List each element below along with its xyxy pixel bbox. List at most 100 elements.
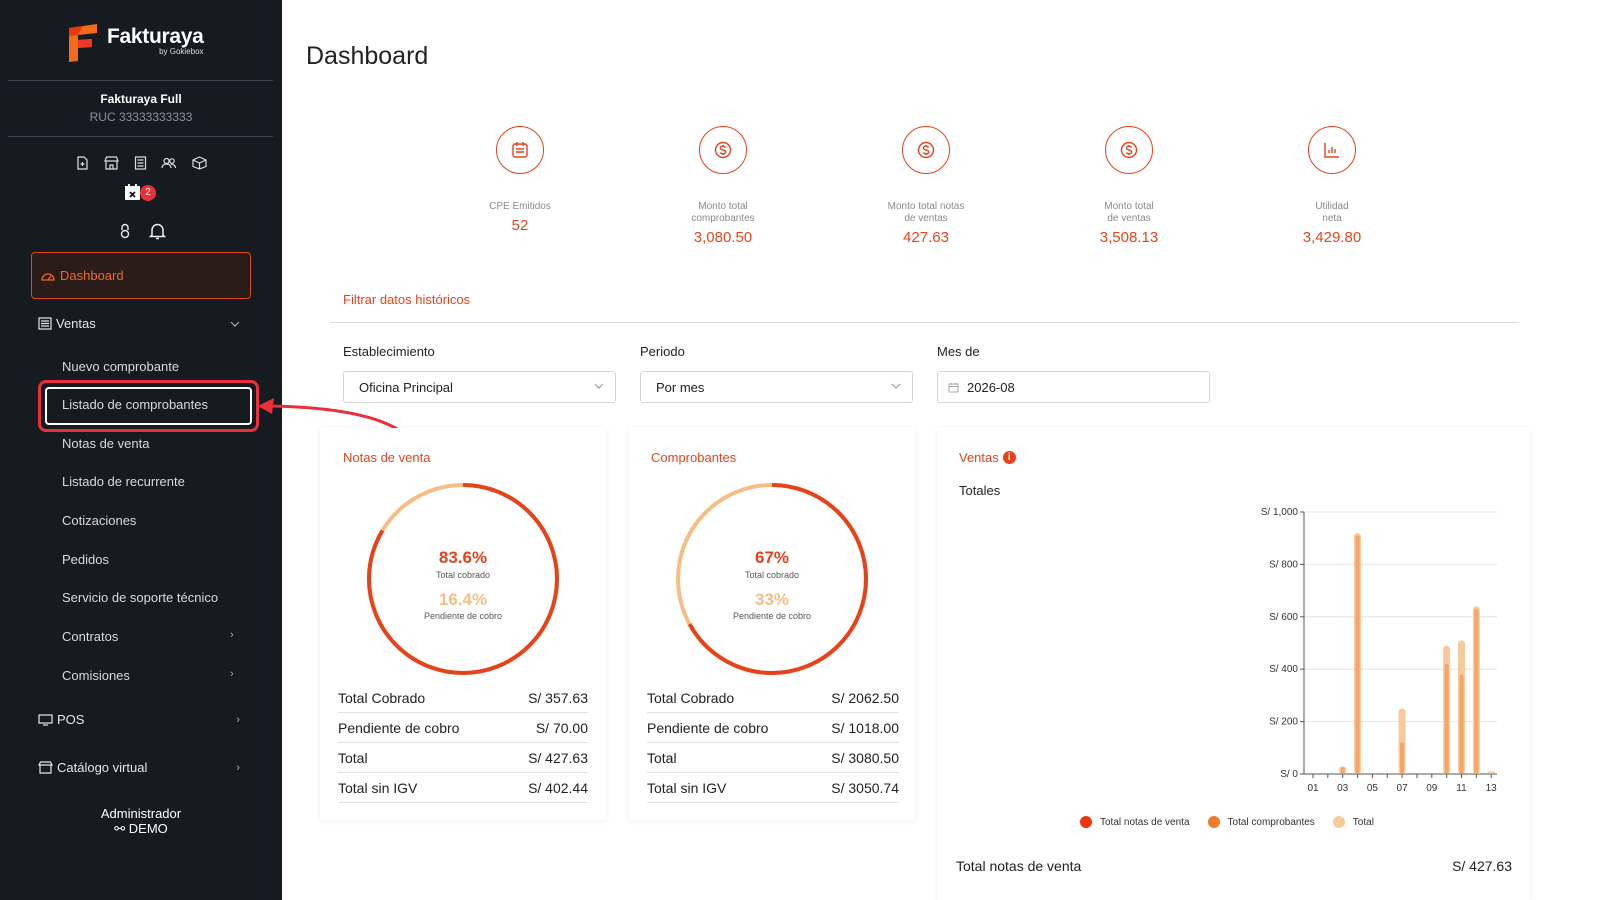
sidebar-item-label: POS <box>57 712 85 727</box>
kpi-value: 427.63 <box>903 229 949 246</box>
sidebar-item-pos[interactable]: POS › <box>38 712 240 727</box>
stat-value: S/ 3050.74 <box>831 779 899 796</box>
establecimiento-value: Oficina Principal <box>359 379 453 395</box>
sidebar-item-dashboard[interactable]: Dashboard <box>31 252 251 299</box>
cobrado-label: Total cobrado <box>435 570 491 580</box>
periodo-select[interactable]: Por mes <box>640 371 913 403</box>
store-icon[interactable] <box>103 155 119 171</box>
y-tick-label: S/ 1,000 <box>1261 507 1299 518</box>
divider <box>330 322 1519 323</box>
monitor-icon <box>38 713 53 726</box>
notas-donut: 83.6% Total cobrado 16.4% Pendiente de c… <box>365 481 561 677</box>
sidebar-item-ventas[interactable]: Ventas <box>38 316 240 331</box>
sidebar-subitem-nuevo-comprobante[interactable]: Nuevo comprobante <box>62 359 180 374</box>
card-title: Notas de venta <box>343 450 431 465</box>
kpi-label: Monto total de ventas <box>1104 201 1154 224</box>
highlight-box <box>38 380 259 432</box>
sidebar-item-label: Catálogo virtual <box>57 760 148 775</box>
ventas-chart: S/ 0 S/ 200 S/ 400 S/ 600 S/ 800 S/ 1,000 01 03… <box>1261 507 1497 794</box>
footer-label: Total notas de venta <box>956 858 1082 874</box>
periodo-label: Periodo <box>640 344 685 359</box>
bar-total-comprobantes[interactable] <box>1355 535 1360 774</box>
y-tick-label: S/ 0 <box>1280 769 1298 780</box>
bar-total[interactable] <box>1339 766 1347 774</box>
kpi-label: Utilidad neta <box>1315 201 1349 224</box>
brand-logo[interactable]: Fakturaya by Gokiebox <box>67 24 204 62</box>
bar-total-comprobantes[interactable] <box>1444 663 1449 774</box>
bar-total-comprobantes[interactable] <box>1400 742 1405 774</box>
establecimiento-select[interactable]: Oficina Principal <box>343 371 616 403</box>
kpi-value: 52 <box>511 217 529 234</box>
sidebar-subitem-listado-comprobantes[interactable]: Listado de comprobantes <box>62 397 208 412</box>
mes-value: 2026-08 <box>967 379 1015 395</box>
bar-total[interactable] <box>1443 645 1451 774</box>
stat-label: Pendiente de cobro <box>647 719 769 736</box>
sidebar-item-catalogo[interactable]: Catálogo virtual › <box>38 760 240 775</box>
receipt-icon[interactable] <box>132 155 148 171</box>
user-info[interactable]: Administrador ⚯ DEMO <box>0 806 282 836</box>
divider <box>8 80 273 81</box>
calendar-icon[interactable] <box>123 183 141 201</box>
sidebar-subitem-cotizaciones[interactable]: Cotizaciones <box>62 513 137 528</box>
ventas-icon <box>38 317 52 330</box>
new-document-icon[interactable] <box>74 155 90 171</box>
sidebar-subitem-pedidos[interactable]: Pedidos <box>62 552 109 567</box>
users-icon[interactable] <box>161 155 177 171</box>
kpi-label: CPE Emitidos <box>489 201 551 212</box>
stat-label: Total <box>338 749 368 766</box>
stat-label: Total Cobrado <box>338 689 426 706</box>
calendar-icon <box>948 382 959 392</box>
sidebar-subitem-listado-recurrente[interactable]: Listado de recurrente <box>62 474 185 489</box>
sidebar-subitem-comisiones[interactable]: Comisiones <box>62 668 130 683</box>
x-tick-label: 09 <box>1426 783 1438 794</box>
info-icon[interactable]: i <box>1002 451 1016 464</box>
cobrado-arc <box>367 483 559 675</box>
stat-row: Total S/ 427.63 <box>338 743 588 773</box>
bell-icon[interactable] <box>148 222 166 240</box>
pendiente-pct: 33% <box>754 590 790 609</box>
chevron-down-icon <box>594 383 604 389</box>
notas-venta-card: Notas de venta 83.6% Total cobrado 16.4%… <box>320 428 606 820</box>
mes-date-input[interactable]: 2026-08 <box>937 371 1210 403</box>
bar-total[interactable] <box>1472 606 1480 774</box>
sidebar-item-label: Ventas <box>56 316 96 331</box>
ventas-footer-row: Total notas de venta S/ 427.63 <box>956 858 1512 874</box>
cobrado-arc <box>676 483 868 675</box>
shop-icon <box>38 761 53 774</box>
stat-row: Pendiente de cobro S/ 70.00 <box>338 713 588 743</box>
logo-subtitle: by Gokiebox <box>159 47 204 56</box>
lock-icon[interactable] <box>117 223 133 239</box>
company-name: Fakturaya Full <box>100 92 182 106</box>
stat-row: Total S/ 3080.50 <box>647 743 899 773</box>
bar-total[interactable] <box>1458 640 1465 774</box>
bar-total[interactable] <box>1354 532 1362 774</box>
link-icon: ⚯ <box>114 821 126 836</box>
bar-total-comprobantes[interactable] <box>1459 674 1464 774</box>
stat-label: Total Cobrado <box>647 689 735 706</box>
chevron-down-icon <box>230 321 240 327</box>
card-title: Comprobantes <box>651 450 737 465</box>
x-tick-label: 05 <box>1367 783 1379 794</box>
card-title: Ventas i <box>959 450 1016 465</box>
bar-total[interactable] <box>1487 771 1495 774</box>
kpi-monto-ventas: Monto total de ventas 3,508.13 <box>1031 110 1227 268</box>
ventas-card: Ventas i Totales <box>937 428 1530 900</box>
logo-name: Fakturaya <box>107 25 204 48</box>
sidebar: Fakturaya by Gokiebox Fakturaya Full RUC… <box>0 0 282 900</box>
y-tick-label: S/ 800 <box>1269 559 1298 570</box>
chevron-down-icon <box>891 383 901 389</box>
sidebar-subitem-soporte-tecnico[interactable]: Servicio de soporte técnico <box>62 590 219 605</box>
bar-total[interactable] <box>1398 708 1406 775</box>
company-ruc: RUC 33333333333 <box>89 110 193 124</box>
bar-total-comprobantes[interactable] <box>1340 767 1345 774</box>
bar-total-comprobantes[interactable] <box>1474 608 1479 774</box>
box-icon[interactable] <box>191 155 207 171</box>
chart-legend: Total notas de venta Total comprobantes … <box>1080 816 1374 828</box>
x-tick-label: 11 <box>1456 783 1467 794</box>
kpi-monto-notas: Monto total notas de ventas 427.63 <box>828 110 1024 268</box>
user-name: DEMO <box>128 821 168 836</box>
sidebar-subitem-notas-venta[interactable]: Notas de venta <box>62 436 150 451</box>
kpi-value: 3,429.80 <box>1302 229 1362 246</box>
chevron-right-icon: › <box>236 761 240 774</box>
sidebar-subitem-contratos[interactable]: Contratos <box>62 629 119 644</box>
